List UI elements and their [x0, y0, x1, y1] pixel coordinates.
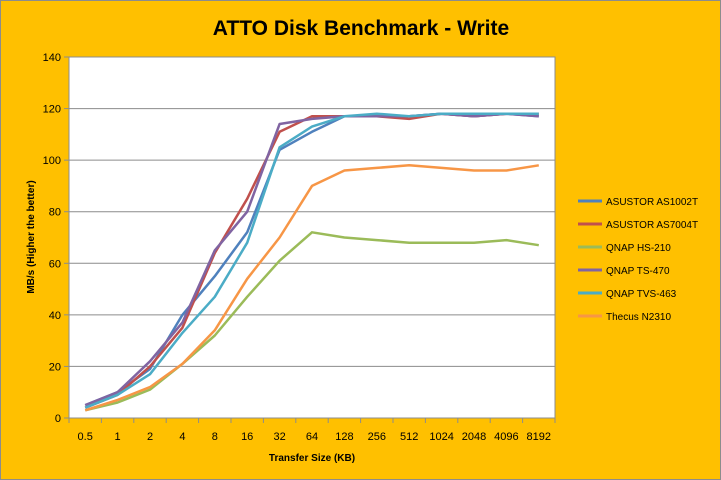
- series-line-qnap-tvs-463: [84, 112, 539, 409]
- legend-label-qnap-ts-470: QNAP TS-470: [606, 266, 670, 277]
- series-line-qnap-ts-470: [84, 112, 539, 407]
- legend-label-thecus-n2310: Thecus N2310: [606, 312, 671, 323]
- y-tick-label: 60: [49, 258, 61, 270]
- legend-label-qnap-tvs-463: QNAP TVS-463: [606, 289, 677, 300]
- legend-label-asustor-as7004t: ASUSTOR AS7004T: [606, 220, 698, 231]
- x-tick-label: 2: [147, 431, 153, 443]
- y-tick-label: 20: [49, 361, 61, 373]
- y-tick-label: 140: [43, 52, 61, 64]
- x-tick-label: 8: [212, 431, 218, 443]
- y-tick-label: 100: [43, 155, 61, 167]
- legend: ASUSTOR AS1002T ASUSTOR AS7004T QNAP HS-21…: [578, 197, 698, 323]
- x-tick-label: 256: [368, 431, 386, 443]
- y-tick-labels: 0 20 40 60 80 100 120 140: [43, 52, 61, 425]
- chart-title: ATTO Disk Benchmark - Write: [213, 17, 509, 40]
- series-line-qnap-hs-210: [84, 231, 539, 412]
- x-tick-label: 512: [400, 431, 418, 443]
- y-tick-label: 80: [49, 207, 61, 219]
- legend-label-asustor-as1002t: ASUSTOR AS1002T: [606, 197, 698, 208]
- series-line-thecus-n2310: [84, 164, 539, 412]
- x-tick-label: 8192: [527, 431, 551, 443]
- x-tick-label: 16: [241, 431, 253, 443]
- x-tick-label: 2048: [462, 431, 486, 443]
- x-tick-label: 4096: [494, 431, 518, 443]
- plot-area: [68, 56, 556, 419]
- x-tick-labels: 0.5 1 2 4 8 16 32 64 128 256 512 1024 2048 4096 8192: [78, 431, 551, 443]
- y-axis-label: MB/s (Higher the better): [26, 180, 37, 293]
- x-axis-label: Transfer Size (KB): [269, 453, 355, 464]
- y-tick-label: 0: [55, 413, 61, 425]
- series-lines: [84, 112, 539, 412]
- x-tick-label: 32: [273, 431, 285, 443]
- x-tick-label: 128: [335, 431, 353, 443]
- x-tick-label: 1: [115, 431, 121, 443]
- x-tick-label: 0.5: [78, 431, 93, 443]
- x-tick-label: 1024: [429, 431, 453, 443]
- x-tick-label: 64: [306, 431, 318, 443]
- y-tick-label: 120: [43, 104, 61, 116]
- x-tick-label: 4: [179, 431, 185, 443]
- y-tick-label: 40: [49, 310, 61, 322]
- legend-label-qnap-hs-210: QNAP HS-210: [606, 243, 671, 254]
